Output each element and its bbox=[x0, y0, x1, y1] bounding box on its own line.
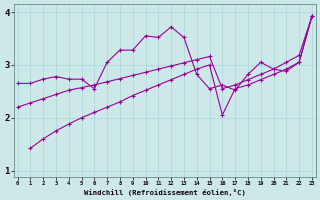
X-axis label: Windchill (Refroidissement éolien,°C): Windchill (Refroidissement éolien,°C) bbox=[84, 189, 246, 196]
